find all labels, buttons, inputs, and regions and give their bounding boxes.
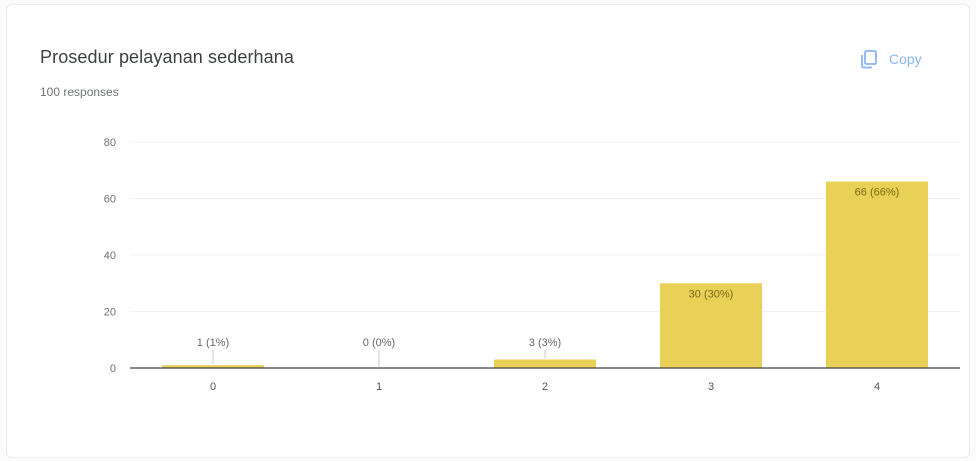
data-label: 30 (30%) xyxy=(689,288,734,300)
copy-label: Copy xyxy=(889,51,922,67)
response-count: 100 responses xyxy=(40,85,119,99)
y-tick-label: 80 xyxy=(104,137,116,149)
x-tick-label: 2 xyxy=(542,381,548,393)
y-tick-label: 20 xyxy=(104,307,116,319)
data-label: 0 (0%) xyxy=(363,337,395,349)
x-tick-label: 4 xyxy=(874,381,880,393)
y-tick-label: 0 xyxy=(110,363,116,375)
chart-card: Prosedur pelayanan sederhana 100 respons… xyxy=(6,4,970,458)
chart-title: Prosedur pelayanan sederhana xyxy=(40,47,294,67)
bar xyxy=(162,365,264,368)
copy-icon xyxy=(859,49,879,69)
y-tick-label: 60 xyxy=(104,194,116,206)
y-tick-label: 40 xyxy=(104,250,116,262)
bar xyxy=(660,283,762,368)
bar xyxy=(826,181,928,368)
bar xyxy=(494,359,596,368)
x-tick-label: 3 xyxy=(708,381,714,393)
data-label: 1 (1%) xyxy=(197,337,229,349)
data-label: 3 (3%) xyxy=(529,337,561,349)
copy-button[interactable]: Copy xyxy=(859,49,922,69)
data-label: 66 (66%) xyxy=(855,187,900,199)
x-tick-label: 0 xyxy=(210,381,216,393)
x-tick-label: 1 xyxy=(376,381,382,393)
